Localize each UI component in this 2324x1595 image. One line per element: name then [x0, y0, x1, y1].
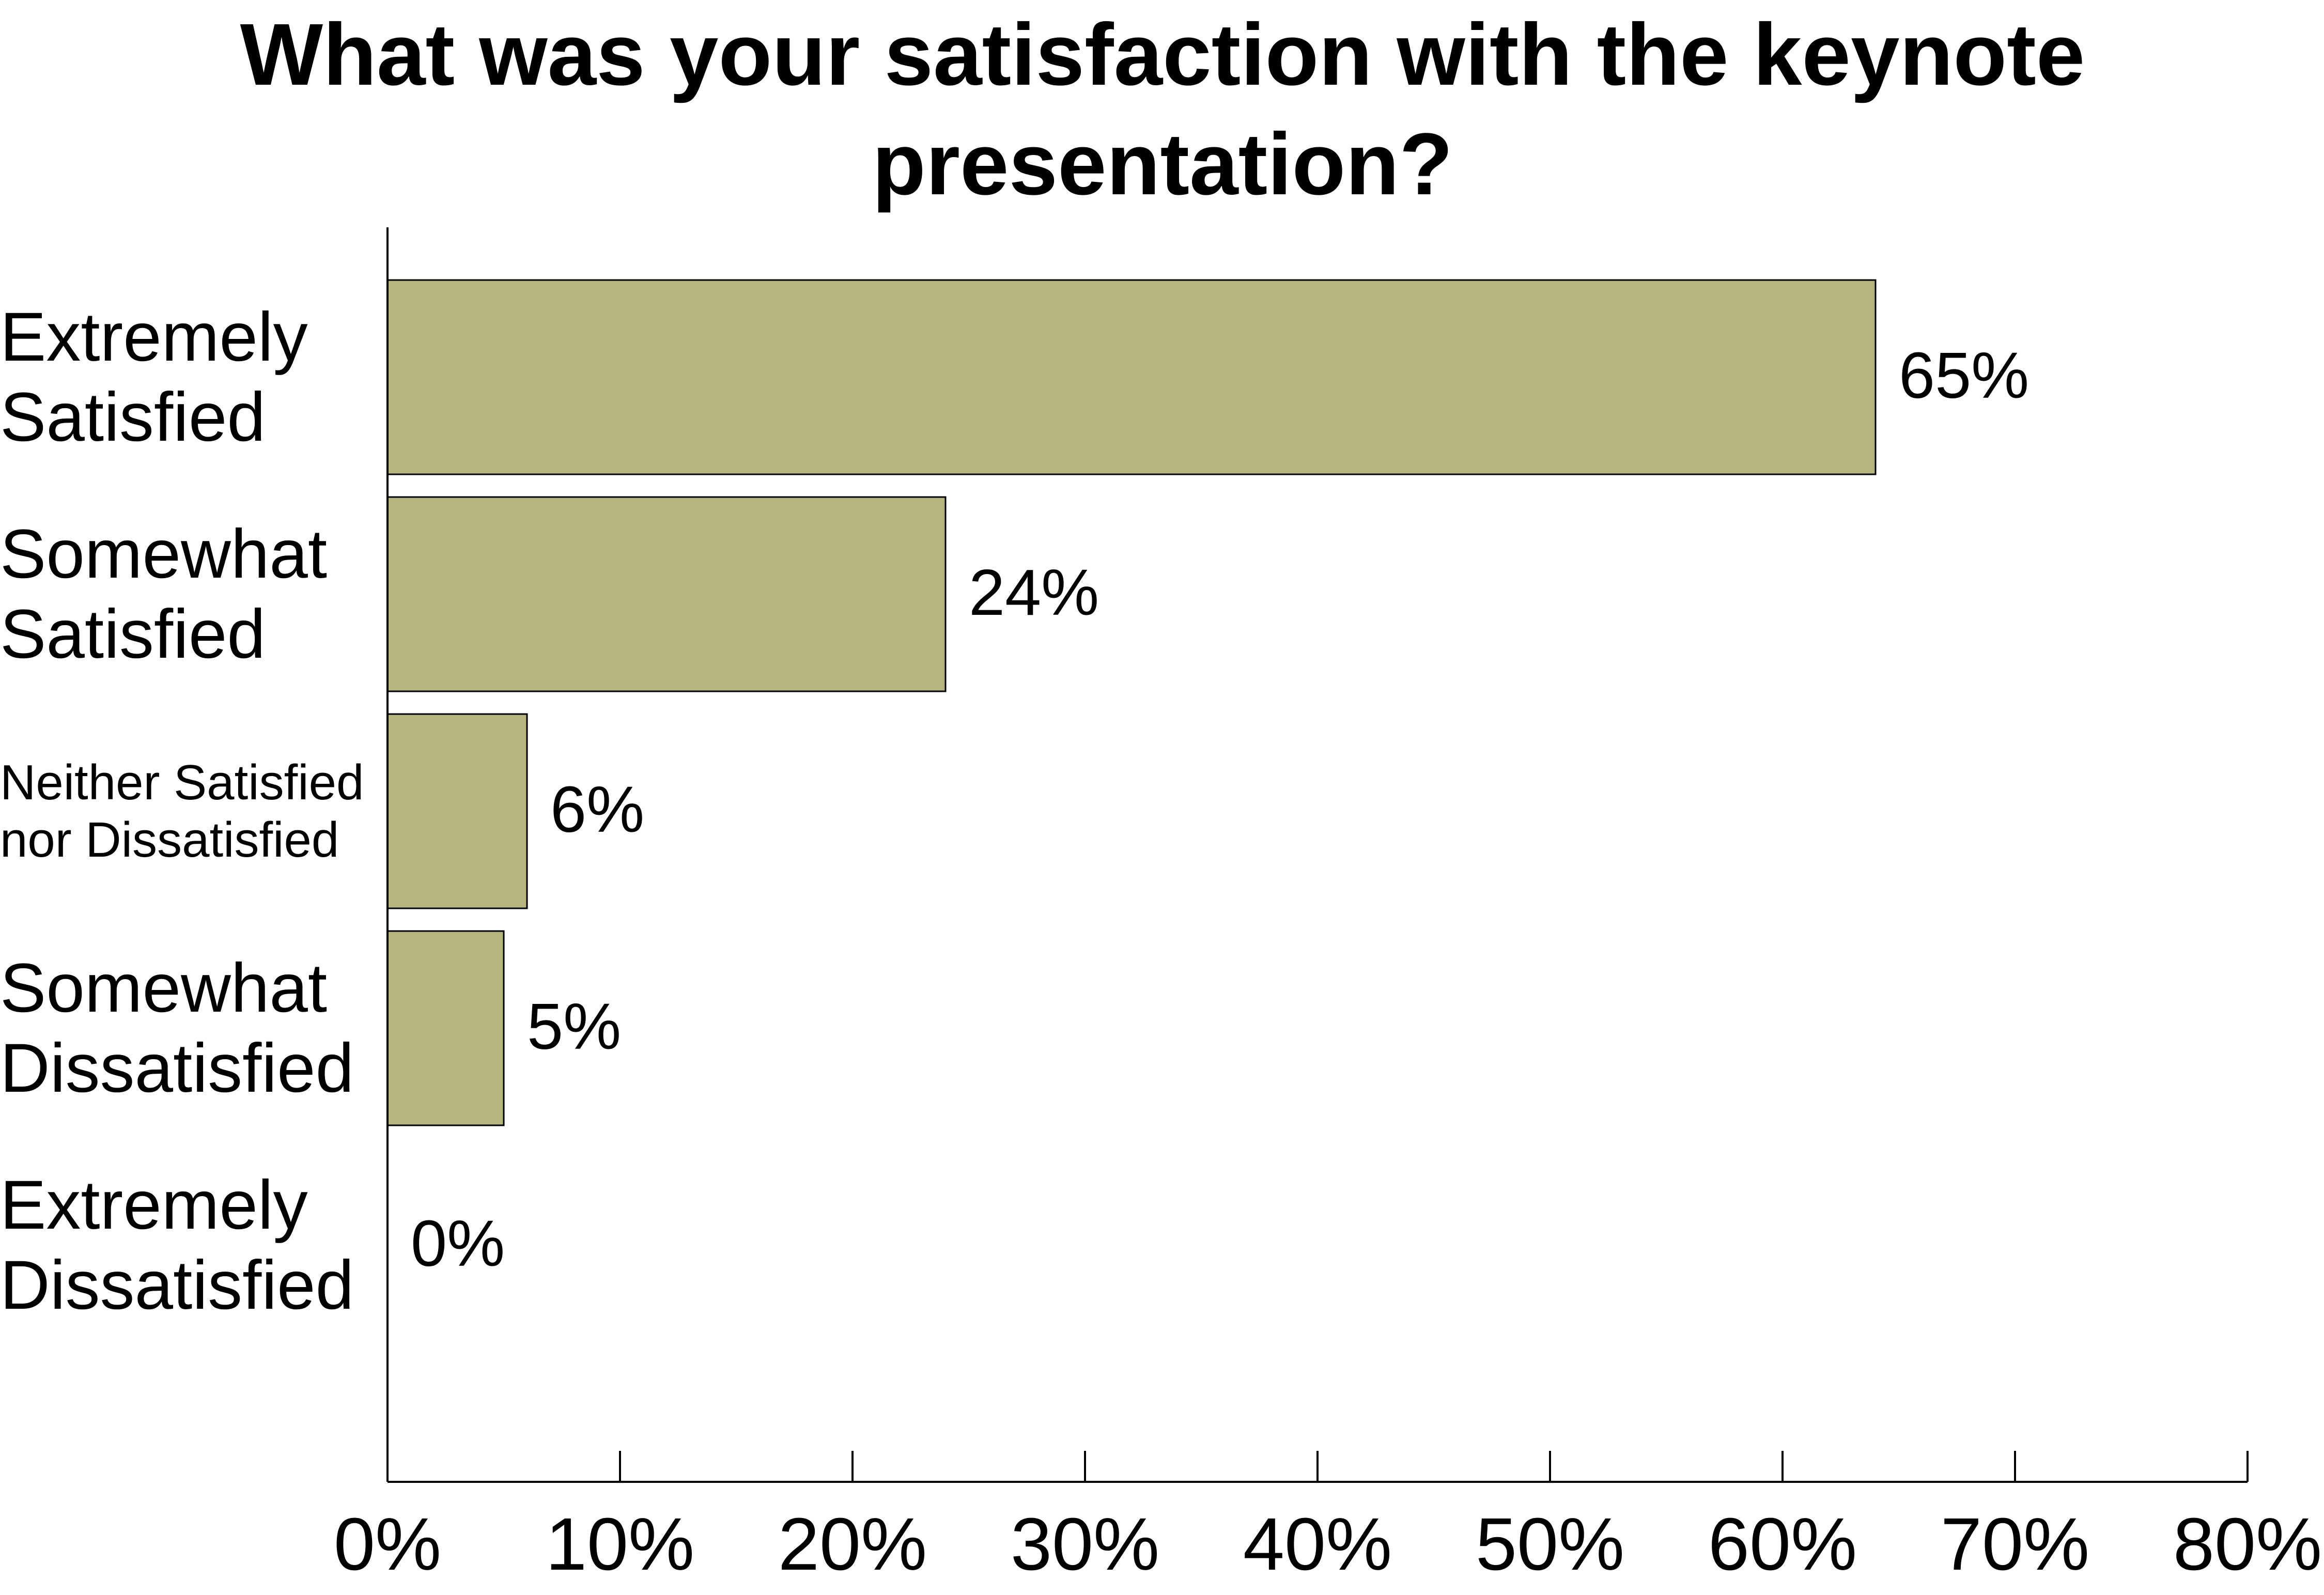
bar-value-label: 5%	[527, 990, 621, 1063]
category-label-line: Dissatisfied	[0, 1029, 354, 1107]
x-tick-label: 0%	[334, 1503, 441, 1586]
bar	[386, 713, 528, 909]
category-label-line: Satisfied	[0, 378, 266, 456]
x-tick-label: 80%	[2173, 1503, 2322, 1586]
category-label: Extremely Satisfied	[0, 297, 308, 458]
category-label-line: Dissatisfied	[0, 1246, 354, 1324]
x-tick-label: 70%	[1941, 1503, 2089, 1586]
chart-title-line-2: presentation?	[872, 115, 1453, 213]
category-label: Neither Satisfied nor Dissatisfied	[0, 754, 364, 869]
x-tick-label: 10%	[546, 1503, 694, 1586]
chart-title-line-1: What was your satisfaction with the keyn…	[240, 6, 2085, 104]
bar	[386, 279, 1877, 475]
bar-value-label: 65%	[1899, 339, 2029, 412]
category-label-line: Neither Satisfied	[0, 754, 364, 810]
category-label-line: Somewhat	[0, 515, 328, 593]
category-label: Extremely Dissatisfied	[0, 1165, 354, 1326]
bar-value-label: 6%	[550, 773, 644, 846]
bar	[386, 496, 947, 692]
category-label-line: Extremely	[0, 1166, 308, 1244]
x-tick-label: 50%	[1476, 1503, 1624, 1586]
category-label-line: nor Dissatisfied	[0, 812, 339, 868]
x-tick-label: 20%	[778, 1503, 927, 1586]
x-tick-label: 30%	[1011, 1503, 1159, 1586]
category-label: Somewhat Satisfied	[0, 514, 327, 675]
x-tick-label: 60%	[1708, 1503, 1857, 1586]
x-tick-label: 40%	[1243, 1503, 1392, 1586]
category-label-line: Somewhat	[0, 949, 328, 1027]
bar-value-label: 24%	[969, 556, 1099, 629]
bar-value-label: 0%	[411, 1207, 505, 1280]
category-label: Somewhat Dissatisfied	[0, 948, 354, 1109]
chart-title: What was your satisfaction with the keyn…	[41, 0, 2284, 219]
bar	[386, 930, 505, 1126]
category-label-line: Satisfied	[0, 595, 266, 673]
category-label-line: Extremely	[0, 298, 308, 376]
